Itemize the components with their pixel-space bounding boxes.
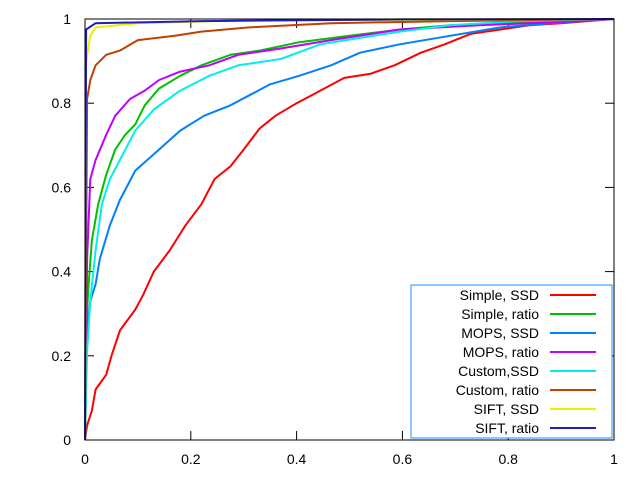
legend-label: SIFT, SSD bbox=[474, 401, 539, 417]
series-line-custom-ratio bbox=[84, 18, 615, 441]
x-tick-label: 0.4 bbox=[287, 451, 307, 467]
series-lines bbox=[84, 18, 615, 441]
x-tick-label: 0 bbox=[81, 451, 89, 467]
series-line-mops-ratio bbox=[84, 18, 615, 441]
legend: Simple, SSD Simple, ratio MOPS, SSD MOPS, r… bbox=[410, 284, 613, 439]
legend-label: Simple, ratio bbox=[461, 306, 539, 322]
legend-label: MOPS, ratio bbox=[463, 344, 539, 360]
series-line-simple-ssd bbox=[84, 18, 615, 441]
y-tick-label: 0.8 bbox=[52, 95, 72, 111]
legend-label: Custom,SSD bbox=[458, 363, 539, 379]
y-tick-labels: 0 0.2 0.4 0.6 0.8 1 bbox=[52, 11, 72, 448]
legend-label: MOPS, SSD bbox=[461, 325, 539, 341]
y-tick-label: 0.2 bbox=[52, 348, 72, 364]
y-tick-label: 0.6 bbox=[52, 179, 72, 195]
y-tick-label: 0.4 bbox=[52, 264, 72, 280]
x-tick-label: 1 bbox=[610, 451, 618, 467]
x-tick-labels: 0 0.2 0.4 0.6 0.8 1 bbox=[81, 451, 618, 467]
y-tick-label: 1 bbox=[63, 11, 71, 27]
legend-label: Custom, ratio bbox=[456, 382, 539, 398]
x-tick-label: 0.8 bbox=[498, 451, 518, 467]
series-line-mops-ssd bbox=[84, 18, 615, 441]
legend-box bbox=[410, 284, 613, 439]
plot-frame bbox=[84, 18, 615, 441]
legend-label: SIFT, ratio bbox=[475, 420, 539, 436]
legend-label: Simple, SSD bbox=[460, 287, 539, 303]
y-tick-label: 0 bbox=[63, 432, 71, 448]
x-tick-label: 0.6 bbox=[393, 451, 413, 467]
x-tick-label: 0.2 bbox=[181, 451, 201, 467]
series-line-custom-ssd bbox=[84, 18, 615, 441]
